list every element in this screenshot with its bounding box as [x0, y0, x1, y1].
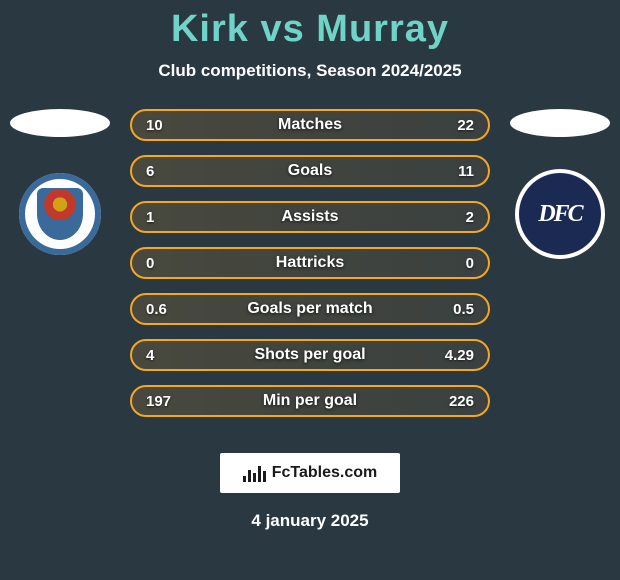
stat-right-value: 4.29 — [434, 347, 474, 364]
dundee-badge: DFC — [519, 173, 601, 255]
stat-left-value: 1 — [146, 209, 186, 226]
date-label: 4 january 2025 — [0, 511, 620, 531]
stat-left-value: 0.6 — [146, 301, 186, 318]
stat-right-value: 2 — [434, 209, 474, 226]
stat-row-hattricks: 0 Hattricks 0 — [130, 247, 490, 279]
stat-row-shots-per-goal: 4 Shots per goal 4.29 — [130, 339, 490, 371]
right-player-column: DFC — [510, 109, 610, 255]
stat-left-value: 4 — [146, 347, 186, 364]
stat-right-value: 11 — [434, 163, 474, 180]
stat-left-value: 10 — [146, 117, 186, 134]
stat-right-value: 0.5 — [434, 301, 474, 318]
st-johnstone-badge — [19, 173, 101, 255]
stat-left-value: 0 — [146, 255, 186, 272]
stat-right-value: 0 — [434, 255, 474, 272]
stat-label: Min per goal — [263, 392, 357, 410]
stat-label: Shots per goal — [254, 346, 365, 364]
stat-right-value: 226 — [434, 393, 474, 410]
stat-label: Matches — [278, 116, 342, 134]
right-flag-icon — [510, 109, 610, 137]
chart-bars-icon — [243, 464, 266, 482]
crest-icon — [37, 188, 83, 240]
stat-label: Goals — [288, 162, 332, 180]
stat-left-value: 6 — [146, 163, 186, 180]
stats-list: 10 Matches 22 6 Goals 11 1 Assists 2 0 H… — [130, 109, 490, 417]
page-title: Kirk vs Murray — [0, 0, 620, 51]
stat-row-min-per-goal: 197 Min per goal 226 — [130, 385, 490, 417]
left-player-column — [10, 109, 110, 255]
stat-left-value: 197 — [146, 393, 186, 410]
comparison-panel: DFC 10 Matches 22 6 Goals 11 1 Assists 2… — [0, 109, 620, 429]
stat-row-matches: 10 Matches 22 — [130, 109, 490, 141]
stat-row-goals-per-match: 0.6 Goals per match 0.5 — [130, 293, 490, 325]
stat-right-value: 22 — [434, 117, 474, 134]
stat-label: Hattricks — [276, 254, 344, 272]
stat-label: Assists — [282, 208, 339, 226]
brand-badge[interactable]: FcTables.com — [220, 453, 400, 493]
subtitle: Club competitions, Season 2024/2025 — [0, 61, 620, 81]
stat-row-goals: 6 Goals 11 — [130, 155, 490, 187]
stat-label: Goals per match — [247, 300, 372, 318]
stat-row-assists: 1 Assists 2 — [130, 201, 490, 233]
club-monogram: DFC — [538, 201, 581, 228]
brand-text: FcTables.com — [272, 464, 378, 482]
left-flag-icon — [10, 109, 110, 137]
